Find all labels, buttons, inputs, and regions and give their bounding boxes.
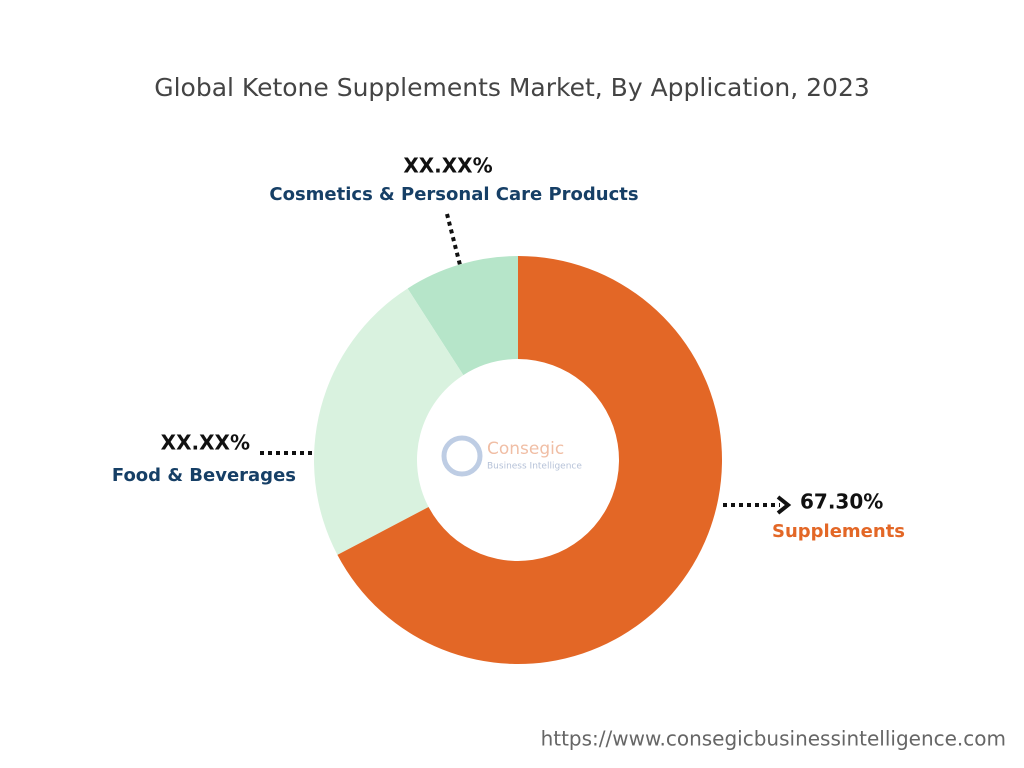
value-label: 67.30% (800, 490, 883, 514)
leader-arrow (776, 495, 792, 515)
donut-slice (337, 256, 722, 664)
category-label: Food & Beverages (112, 465, 296, 486)
logo: Consegic Business Intelligence (441, 435, 582, 477)
logo-name: Consegic (487, 439, 564, 459)
logo-icon (441, 435, 483, 477)
leader-line (445, 213, 462, 266)
category-label: Cosmetics & Personal Care Products (269, 184, 638, 205)
labels: 67.30% Supplements XX.XX% Food & Beverages X… (112, 154, 905, 543)
value-label: XX.XX% (403, 154, 492, 178)
footer-url: https://www.consegicbusinessintelligence… (541, 727, 1006, 751)
logo-tagline: Business Intelligence (487, 462, 582, 472)
donut-slice (407, 256, 518, 376)
donut-slice (314, 288, 464, 555)
chart-title: Global Ketone Supplements Market, By App… (154, 73, 870, 102)
value-label: XX.XX% (161, 431, 250, 455)
category-label: Supplements (772, 521, 905, 542)
